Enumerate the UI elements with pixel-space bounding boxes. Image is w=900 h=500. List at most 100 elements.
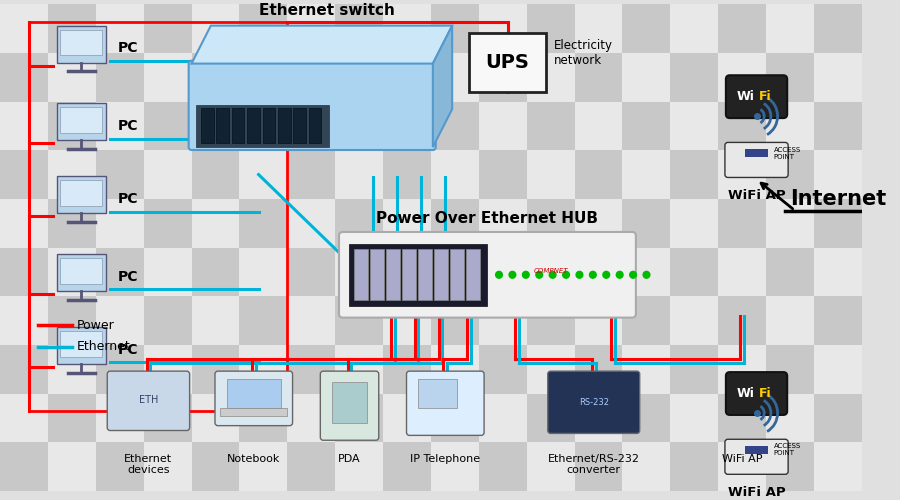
Bar [670,296,718,345]
Bar [335,199,383,248]
FancyBboxPatch shape [189,60,436,150]
Bar [0,150,48,199]
Bar [431,199,479,248]
Text: RS-232: RS-232 [579,398,608,407]
Bar [383,102,431,150]
Text: ACCESS
POINT: ACCESS POINT [774,146,801,160]
Bar [431,248,479,296]
Bar [574,345,623,394]
Polygon shape [433,26,452,147]
Bar [574,53,623,102]
Bar [57,26,106,63]
Bar [814,442,862,491]
Bar [227,379,281,408]
Bar [450,250,464,300]
Bar [48,442,95,491]
Text: Ethernet
devices: Ethernet devices [124,454,173,475]
Bar [48,53,95,102]
Bar [287,442,335,491]
Bar [95,442,144,491]
Bar [766,4,814,53]
Bar [814,296,862,345]
Circle shape [590,272,596,278]
Bar [623,394,670,442]
Bar [144,248,192,296]
Bar [670,150,718,199]
Bar [479,394,526,442]
Bar [383,345,431,394]
Bar [192,4,239,53]
Bar [144,53,192,102]
Bar [192,248,239,296]
Circle shape [523,272,529,278]
Circle shape [509,272,516,278]
Text: WiFi AP: WiFi AP [722,454,762,464]
Text: Wi: Wi [737,387,754,400]
Bar [48,248,95,296]
Text: ETH: ETH [139,396,158,406]
Bar [766,199,814,248]
Bar [814,150,862,199]
Bar [144,394,192,442]
Bar [287,4,335,53]
Bar [431,394,479,442]
Bar [526,199,574,248]
Bar [48,345,95,394]
Bar [287,53,335,102]
Bar [287,296,335,345]
Bar [239,248,287,296]
Bar [469,34,546,92]
Bar [718,53,766,102]
Bar [383,4,431,53]
Bar [479,53,526,102]
Bar [144,102,192,150]
Bar [718,150,766,199]
Bar [718,102,766,150]
FancyBboxPatch shape [724,440,788,474]
Bar [239,296,287,345]
Bar [95,345,144,394]
Bar [431,296,479,345]
Bar [287,199,335,248]
Bar [239,102,287,150]
Bar [431,345,479,394]
Bar [383,199,431,248]
FancyBboxPatch shape [107,371,190,430]
Bar [526,150,574,199]
Bar [144,150,192,199]
Bar [348,244,488,306]
Bar [239,4,287,53]
Bar [239,442,287,491]
Bar [718,296,766,345]
Circle shape [603,272,609,278]
Bar [287,102,335,150]
Bar [239,345,287,394]
Bar [248,108,260,143]
Circle shape [549,272,556,278]
Bar [48,394,95,442]
Circle shape [630,272,636,278]
Bar [431,4,479,53]
Bar [574,102,623,150]
Bar [201,108,213,143]
Bar [95,394,144,442]
Text: PDA: PDA [338,454,361,464]
Text: Ethernet/RS-232
converter: Ethernet/RS-232 converter [548,454,640,475]
Bar [0,53,48,102]
Bar [526,248,574,296]
Bar [623,4,670,53]
FancyBboxPatch shape [726,372,788,415]
Bar [766,394,814,442]
Bar [48,150,95,199]
Bar [479,199,526,248]
Text: PC: PC [118,342,139,356]
Bar [239,150,287,199]
Bar [335,150,383,199]
Bar [814,4,862,53]
Bar [196,104,329,147]
FancyBboxPatch shape [407,371,484,436]
Bar [0,345,48,394]
Bar [95,199,144,248]
Bar [465,250,480,300]
Bar [383,150,431,199]
